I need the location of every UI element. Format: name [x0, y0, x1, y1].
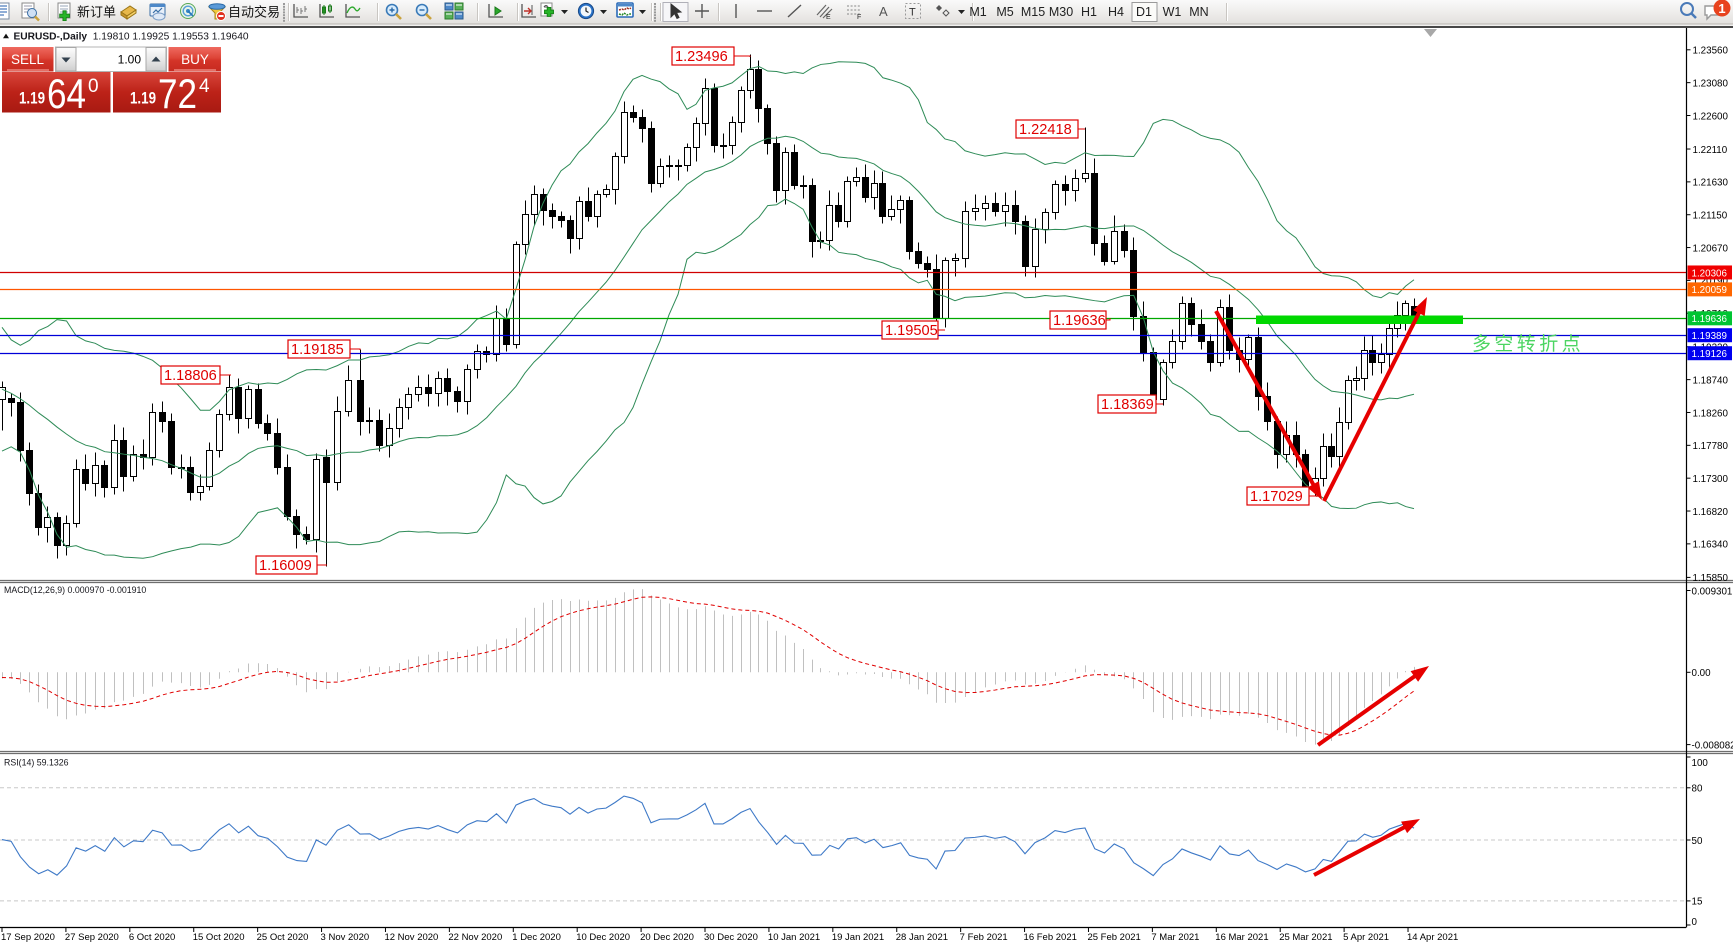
svg-text:1.17300: 1.17300: [1693, 474, 1729, 485]
svg-text:1.19126: 1.19126: [1692, 349, 1728, 360]
svg-text:10 Jan 2021: 10 Jan 2021: [768, 932, 820, 943]
svg-text:1.18806: 1.18806: [164, 368, 217, 384]
svg-text:1 Dec 2020: 1 Dec 2020: [512, 932, 561, 943]
svg-text:E: E: [826, 14, 831, 21]
svg-text:MACD(12,26,9) 0.000970 -0.0019: MACD(12,26,9) 0.000970 -0.001910: [4, 585, 146, 595]
svg-text:25 Feb 2021: 25 Feb 2021: [1087, 932, 1140, 943]
svg-text:22 Nov 2020: 22 Nov 2020: [448, 932, 502, 943]
svg-text:1.17029: 1.17029: [1250, 489, 1303, 505]
svg-text:17 Sep 2020: 17 Sep 2020: [1, 932, 55, 943]
svg-text:自动交易: 自动交易: [228, 5, 280, 20]
svg-text:1.19185: 1.19185: [291, 342, 344, 358]
svg-text:1.15850: 1.15850: [1693, 573, 1729, 584]
svg-text:50: 50: [1692, 836, 1703, 847]
svg-text:14 Apr 2021: 14 Apr 2021: [1407, 932, 1458, 943]
svg-text:72: 72: [158, 70, 197, 117]
svg-text:1.19: 1.19: [19, 89, 45, 108]
svg-text:1.16820: 1.16820: [1693, 507, 1729, 518]
svg-text:16 Feb 2021: 16 Feb 2021: [1024, 932, 1077, 943]
svg-text:1.19389: 1.19389: [1692, 331, 1727, 342]
svg-text:30 Dec 2020: 30 Dec 2020: [704, 932, 758, 943]
svg-text:1: 1: [1718, 1, 1725, 16]
svg-text:M15: M15: [1021, 5, 1045, 19]
svg-text:1.00: 1.00: [118, 53, 142, 67]
svg-text:多空转折点: 多空转折点: [1472, 333, 1584, 355]
svg-text:0: 0: [1692, 917, 1698, 928]
svg-text:6 Oct 2020: 6 Oct 2020: [129, 932, 175, 943]
svg-text:1.23080: 1.23080: [1693, 78, 1729, 89]
svg-text:0.009301: 0.009301: [1692, 586, 1733, 597]
svg-text:1.19636: 1.19636: [1692, 314, 1728, 325]
svg-text:1.23496: 1.23496: [675, 49, 728, 65]
svg-text:1.18260: 1.18260: [1693, 408, 1729, 419]
svg-text:27 Sep 2020: 27 Sep 2020: [65, 932, 119, 943]
svg-text:新订单: 新订单: [77, 5, 116, 20]
svg-text:RSI(14) 59.1326: RSI(14) 59.1326: [4, 758, 69, 768]
svg-text:7 Mar 2021: 7 Mar 2021: [1151, 932, 1199, 943]
svg-text:20 Dec 2020: 20 Dec 2020: [640, 932, 694, 943]
svg-text:19 Jan 2021: 19 Jan 2021: [832, 932, 884, 943]
svg-text:1.23560: 1.23560: [1693, 46, 1729, 57]
svg-text:1.19636: 1.19636: [1053, 313, 1106, 329]
svg-text:1.22418: 1.22418: [1019, 122, 1072, 138]
svg-text:1.16340: 1.16340: [1693, 540, 1729, 551]
svg-text:H1: H1: [1081, 5, 1097, 19]
svg-text:4: 4: [199, 76, 210, 97]
svg-text:0: 0: [88, 76, 99, 97]
svg-text:EURUSD-,Daily 1.19810 1.19925: EURUSD-,Daily 1.19810 1.19925 1.19553 1.…: [14, 32, 249, 43]
svg-text:16 Mar 2021: 16 Mar 2021: [1215, 932, 1268, 943]
svg-text:1.22600: 1.22600: [1693, 111, 1729, 122]
svg-text:1.20306: 1.20306: [1692, 268, 1728, 279]
svg-text:1.22110: 1.22110: [1693, 145, 1728, 156]
svg-text:A: A: [879, 4, 888, 19]
svg-text:1.20670: 1.20670: [1693, 243, 1729, 254]
svg-text:1.19505: 1.19505: [885, 323, 938, 339]
svg-text:D1: D1: [1136, 5, 1152, 19]
svg-text:M5: M5: [996, 5, 1013, 19]
svg-text:3 Nov 2020: 3 Nov 2020: [321, 932, 370, 943]
svg-text:1.18369: 1.18369: [1101, 397, 1154, 413]
svg-text:F: F: [857, 14, 861, 21]
svg-text:0.00: 0.00: [1692, 668, 1712, 679]
svg-text:12 Nov 2020: 12 Nov 2020: [384, 932, 438, 943]
svg-text:7 Feb 2021: 7 Feb 2021: [960, 932, 1008, 943]
svg-text:H4: H4: [1108, 5, 1124, 19]
svg-text:T: T: [909, 7, 916, 19]
svg-text:1.18740: 1.18740: [1693, 375, 1729, 386]
svg-text:-0.008082: -0.008082: [1692, 740, 1733, 751]
svg-text:25 Oct 2020: 25 Oct 2020: [257, 932, 309, 943]
svg-text:1.21150: 1.21150: [1693, 211, 1728, 222]
svg-text:80: 80: [1692, 784, 1703, 795]
svg-text:1.20190: 1.20190: [1693, 276, 1729, 287]
svg-text:BUY: BUY: [181, 52, 209, 67]
svg-text:M1: M1: [969, 5, 986, 19]
svg-text:15 Oct 2020: 15 Oct 2020: [193, 932, 245, 943]
svg-text:1.16009: 1.16009: [259, 558, 312, 574]
svg-text:1.17780: 1.17780: [1693, 441, 1729, 452]
svg-text:64: 64: [47, 70, 86, 117]
svg-text:28 Jan 2021: 28 Jan 2021: [896, 932, 948, 943]
svg-text:100: 100: [1692, 758, 1709, 769]
svg-text:15: 15: [1692, 897, 1703, 908]
svg-text:SELL: SELL: [11, 52, 45, 67]
svg-text:5 Apr 2021: 5 Apr 2021: [1343, 932, 1389, 943]
svg-text:MN: MN: [1189, 5, 1208, 19]
svg-text:W1: W1: [1163, 5, 1182, 19]
svg-text:10 Dec 2020: 10 Dec 2020: [576, 932, 630, 943]
svg-text:25 Mar 2021: 25 Mar 2021: [1279, 932, 1332, 943]
svg-text:1.20059: 1.20059: [1692, 285, 1727, 296]
svg-text:1.19: 1.19: [130, 89, 156, 108]
svg-text:1.21630: 1.21630: [1693, 178, 1729, 189]
svg-text:M30: M30: [1049, 5, 1073, 19]
